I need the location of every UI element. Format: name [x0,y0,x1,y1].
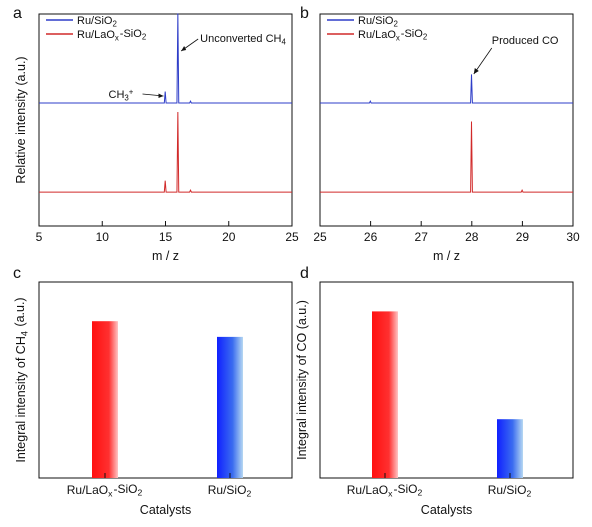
annotation-arrowhead [473,68,479,74]
x-tick-label-b: 26 [364,230,378,244]
bar-d-ru-laox-sio2 [372,311,398,478]
annotation-arrowhead [158,93,164,98]
x-tick-label-b: 29 [516,230,530,244]
annotation-unconverted-ch4: Unconverted CH4 [200,32,287,46]
legend-label-a: Ru/LaOx -SiO2 [77,27,147,42]
series-line-a-ru-laox-sio2 [39,111,292,193]
panel-letter-b: b [300,5,309,22]
x-tick-label-a: 20 [222,230,236,244]
plot-frame-b [319,13,574,227]
x-tick-label-b: 30 [566,230,580,244]
plot-frame-d [319,281,574,479]
y-axis-label-a: Relative intensity (a.u.) [14,56,28,183]
bar-c-ru-laox-sio2 [92,321,118,478]
x-tick-label-a: 10 [96,230,110,244]
x-axis-label-d: Catalysts [421,503,472,517]
x-tick-label-a: 5 [36,230,43,244]
category-label-c: Ru/SiO2 [208,482,253,499]
y-axis-label-c: Integral intensity of CH4 (a.u.) [13,297,30,462]
panel-letter-d: d [300,265,309,282]
series-line-a-ru-sio2 [39,13,292,104]
category-label-d: Ru/SiO2 [488,482,533,499]
y-axis-label-d: Integral intensity of CO (a.u.) [295,300,309,460]
series-line-b-ru-laox-sio2 [320,121,573,193]
x-axis-label-c: Catalysts [140,503,191,517]
x-axis-label-b: m / z [433,249,460,263]
x-tick-label-a: 15 [159,230,173,244]
legend-label-b: Ru/SiO2 [358,14,399,28]
legend-label-a: Ru/SiO2 [77,14,118,28]
category-label-d: Ru/LaOx -SiO2 [347,481,424,499]
bar-d-ru-sio2 [497,419,523,478]
x-tick-label-b: 27 [415,230,429,244]
annotation-produced-co: Produced CO [492,35,559,47]
x-tick-label-b: 28 [465,230,479,244]
x-axis-label-a: m / z [152,249,179,263]
legend-label-b: Ru/LaOx -SiO2 [358,27,428,42]
panel-letter-c: c [13,265,21,282]
annotation-ch3-plus: CH3+ [109,87,135,102]
bar-c-ru-sio2 [217,336,243,478]
plot-frame-a [38,13,293,227]
plot-frame-c [38,281,293,479]
x-tick-label-b: 25 [313,230,327,244]
category-label-c: Ru/LaOx -SiO2 [67,481,144,499]
panel-letter-a: a [13,5,22,22]
annotation-arrowhead [181,46,187,51]
series-line-b-ru-sio2 [320,74,573,104]
x-tick-label-a: 25 [285,230,299,244]
